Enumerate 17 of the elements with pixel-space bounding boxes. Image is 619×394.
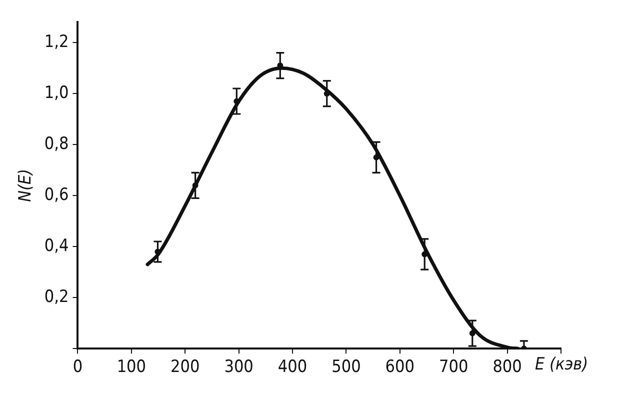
y-tick-label: 1,2 [44, 32, 69, 52]
x-tick-label: 400 [278, 357, 308, 378]
x-axis-title: E (кэв) [535, 354, 588, 375]
x-tick-label: 300 [224, 357, 254, 378]
x-tick-label: 800 [492, 357, 522, 378]
x-tick-label: 100 [116, 357, 146, 378]
x-tick-label: 200 [170, 357, 200, 378]
y-axis-title: N(E) [16, 168, 36, 202]
x-tick-label: 500 [332, 357, 361, 378]
y-tick-label: 0,4 [44, 236, 69, 256]
x-tick-label: 0 [72, 357, 83, 378]
y-tick-label: 0,2 [44, 287, 69, 308]
x-tick-label: 600 [385, 357, 414, 378]
y-tick-label: 0,8 [44, 134, 69, 154]
y-tick-label: 0,6 [44, 185, 69, 206]
y-tick-label: 1,0 [44, 83, 69, 104]
x-tick-label: 700 [439, 357, 468, 378]
